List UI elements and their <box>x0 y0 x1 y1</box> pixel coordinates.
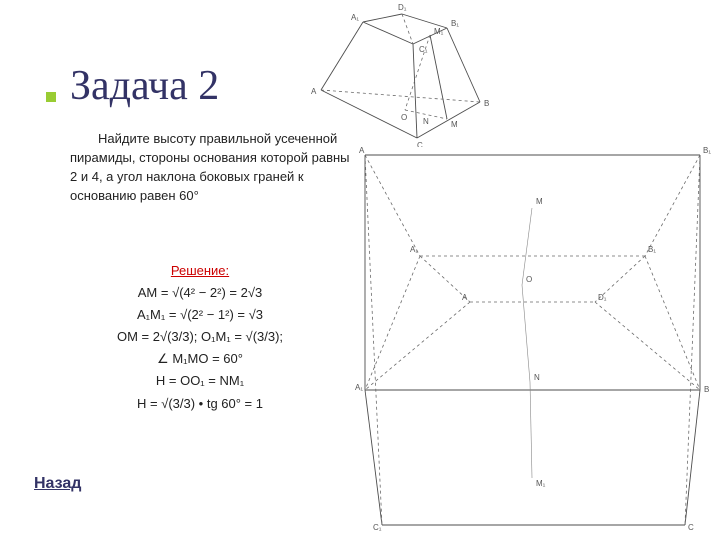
solution-line: H = √(3/3) • tg 60° = 1 <box>137 396 263 411</box>
svg-text:M: M <box>536 197 543 206</box>
svg-text:D₁: D₁ <box>398 3 407 12</box>
solution-line: A₁M₁ = √(2² − 1²) = √3 <box>137 307 263 322</box>
back-link[interactable]: Назад <box>34 475 81 493</box>
svg-text:B₁: B₁ <box>451 19 459 28</box>
svg-text:A: A <box>311 87 317 96</box>
svg-text:B: B <box>484 99 489 108</box>
solution-line: ∠ M₁MO = 60° <box>157 351 243 366</box>
svg-text:B: B <box>704 385 709 394</box>
svg-text:B₁: B₁ <box>648 245 656 254</box>
solution-line: OM = 2√(3/3); O₁M₁ = √(3/3); <box>117 329 283 344</box>
svg-text:A₁: A₁ <box>355 383 363 392</box>
svg-text:C: C <box>688 523 694 532</box>
svg-text:C₁: C₁ <box>373 523 382 532</box>
solution-heading: Решение: <box>171 263 229 278</box>
svg-text:A: A <box>462 293 468 302</box>
svg-text:O: O <box>401 113 407 122</box>
svg-text:A₁: A₁ <box>351 13 359 22</box>
svg-text:B₁: B₁ <box>703 146 711 155</box>
pyramid-figure: A₁B₁C₁D₁M₁ABCONM <box>305 2 505 147</box>
svg-text:C₁: C₁ <box>419 45 428 54</box>
svg-text:N: N <box>423 117 429 126</box>
svg-text:N: N <box>534 373 540 382</box>
slide-bullet <box>46 92 56 102</box>
svg-text:A₁: A₁ <box>410 245 418 254</box>
svg-text:D₁: D₁ <box>598 293 607 302</box>
solution-line: H = OO₁ = NM₁ <box>156 373 244 388</box>
slide-title: Задача 2 <box>70 62 219 110</box>
svg-text:M₁: M₁ <box>434 27 444 36</box>
svg-text:M: M <box>451 120 458 129</box>
svg-text:O: O <box>526 275 532 284</box>
svg-text:A: A <box>359 146 365 155</box>
solution-line: AM = √(4² − 2²) = 2√3 <box>138 285 262 300</box>
svg-text:M₁: M₁ <box>536 479 546 488</box>
solution-block: Решение: AM = √(4² − 2²) = 2√3 A₁M₁ = √(… <box>70 260 330 415</box>
net-figure: A B₁ A₁ B C₁ C A₁ B₁ A D₁ M O N M₁ <box>340 130 715 535</box>
